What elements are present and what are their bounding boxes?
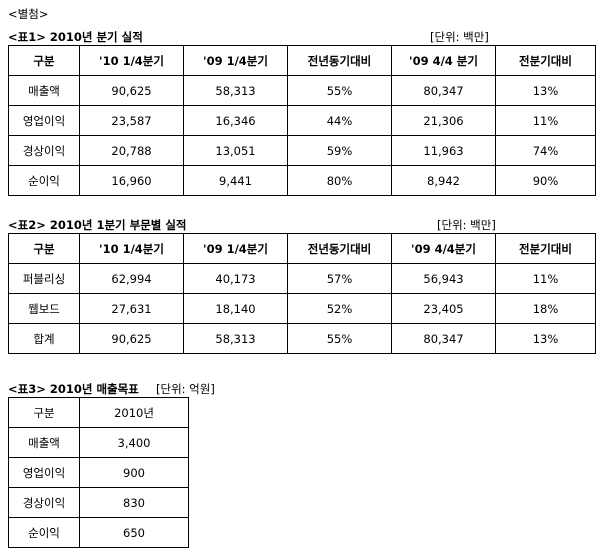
- table-cell: 830: [79, 487, 189, 518]
- table-cell: 18%: [495, 293, 596, 324]
- table-cell: 74%: [495, 135, 596, 166]
- row-label: 순이익: [8, 517, 80, 548]
- table-cell: 90,625: [79, 75, 184, 106]
- table-cell: 16,960: [79, 165, 184, 196]
- table-cell: 11%: [495, 105, 596, 136]
- table-cell: 20,788: [79, 135, 184, 166]
- table-row: 경상이익 830: [8, 487, 189, 518]
- table-cell: 56,943: [391, 263, 496, 294]
- table-cell: 13%: [495, 75, 596, 106]
- header-q4-2009: '09 4/4 분기: [391, 45, 496, 76]
- table-row: 순이익 16,960 9,441 80% 8,942 90%: [8, 165, 596, 196]
- header-qoq: 전분기대비: [495, 45, 596, 76]
- row-label: 웹보드: [8, 293, 80, 324]
- table-cell: 13,051: [183, 135, 288, 166]
- table-cell: 11,963: [391, 135, 496, 166]
- row-label: 영업이익: [8, 105, 80, 136]
- table-row: 경상이익 20,788 13,051 59% 11,963 74%: [8, 135, 596, 166]
- sales-target-table: 구분 2010년 매출액 3,400 영업이익 900 경상이익 830 순이익…: [8, 397, 189, 548]
- table-cell: 55%: [287, 75, 392, 106]
- header-yoy: 전년동기대비: [287, 45, 392, 76]
- table-cell: 27,631: [79, 293, 184, 324]
- table-row: 퍼블리싱 62,994 40,173 57% 56,943 11%: [8, 263, 596, 294]
- table1-caption: <표1> 2010년 분기 실적: [8, 30, 143, 44]
- table-header-row: 구분 2010년: [8, 397, 189, 428]
- table-row: 영업이익 900: [8, 457, 189, 488]
- row-label: 매출액: [8, 75, 80, 106]
- table-cell: 90%: [495, 165, 596, 196]
- table-cell: 3,400: [79, 427, 189, 458]
- table-cell: 13%: [495, 323, 596, 354]
- table-header-row: 구분 '10 1/4분기 '09 1/4분기 전년동기대비 '09 4/4 분기…: [8, 45, 596, 76]
- table-row: 매출액 90,625 58,313 55% 80,347 13%: [8, 75, 596, 106]
- table-cell: 58,313: [183, 75, 288, 106]
- header-category: 구분: [8, 45, 80, 76]
- header-qoq: 전분기대비: [495, 233, 596, 264]
- table-cell: 18,140: [183, 293, 288, 324]
- header-category: 구분: [8, 397, 80, 428]
- row-label: 합계: [8, 323, 80, 354]
- header-q1-2010: '10 1/4분기: [79, 45, 184, 76]
- row-label: 영업이익: [8, 457, 80, 488]
- table-cell: 9,441: [183, 165, 288, 196]
- table3-caption: <표3> 2010년 매출목표: [8, 382, 139, 396]
- table3-unit: [단위: 억원]: [156, 382, 215, 396]
- row-label: 순이익: [8, 165, 80, 196]
- row-label: 경상이익: [8, 487, 80, 518]
- table-row: 영업이익 23,587 16,346 44% 21,306 11%: [8, 105, 596, 136]
- row-label: 퍼블리싱: [8, 263, 80, 294]
- header-q4-2009: '09 4/4분기: [391, 233, 496, 264]
- table-cell: 44%: [287, 105, 392, 136]
- table-cell: 58,313: [183, 323, 288, 354]
- quarterly-results-table: 구분 '10 1/4분기 '09 1/4분기 전년동기대비 '09 4/4 분기…: [8, 45, 596, 196]
- segment-results-table: 구분 '10 1/4분기 '09 1/4분기 전년동기대비 '09 4/4분기 …: [8, 233, 596, 354]
- table-cell: 16,346: [183, 105, 288, 136]
- table-cell: 57%: [287, 263, 392, 294]
- table-cell: 11%: [495, 263, 596, 294]
- table-header-row: 구분 '10 1/4분기 '09 1/4분기 전년동기대비 '09 4/4분기 …: [8, 233, 596, 264]
- header-q1-2009: '09 1/4분기: [183, 233, 288, 264]
- header-year-2010: 2010년: [79, 397, 189, 428]
- table-cell: 52%: [287, 293, 392, 324]
- table-cell: 650: [79, 517, 189, 548]
- row-label: 경상이익: [8, 135, 80, 166]
- table-row: 합계 90,625 58,313 55% 80,347 13%: [8, 323, 596, 354]
- table-cell: 21,306: [391, 105, 496, 136]
- table-cell: 80%: [287, 165, 392, 196]
- table-cell: 80,347: [391, 323, 496, 354]
- document-heading: <별첨>: [8, 7, 49, 21]
- table-row: 순이익 650: [8, 517, 189, 548]
- table-cell: 59%: [287, 135, 392, 166]
- table-cell: 40,173: [183, 263, 288, 294]
- row-label: 매출액: [8, 427, 80, 458]
- header-category: 구분: [8, 233, 80, 264]
- table-cell: 55%: [287, 323, 392, 354]
- table-cell: 8,942: [391, 165, 496, 196]
- table-cell: 62,994: [79, 263, 184, 294]
- table-cell: 90,625: [79, 323, 184, 354]
- table-cell: 23,587: [79, 105, 184, 136]
- table-cell: 900: [79, 457, 189, 488]
- table2-caption: <표2> 2010년 1분기 부문별 실적: [8, 218, 187, 232]
- table-cell: 23,405: [391, 293, 496, 324]
- header-yoy: 전년동기대비: [287, 233, 392, 264]
- header-q1-2010: '10 1/4분기: [79, 233, 184, 264]
- table2-unit: [단위: 백만]: [437, 218, 496, 232]
- table-cell: 80,347: [391, 75, 496, 106]
- table-row: 매출액 3,400: [8, 427, 189, 458]
- table1-unit: [단위: 백만]: [430, 30, 489, 44]
- header-q1-2009: '09 1/4분기: [183, 45, 288, 76]
- table-row: 웹보드 27,631 18,140 52% 23,405 18%: [8, 293, 596, 324]
